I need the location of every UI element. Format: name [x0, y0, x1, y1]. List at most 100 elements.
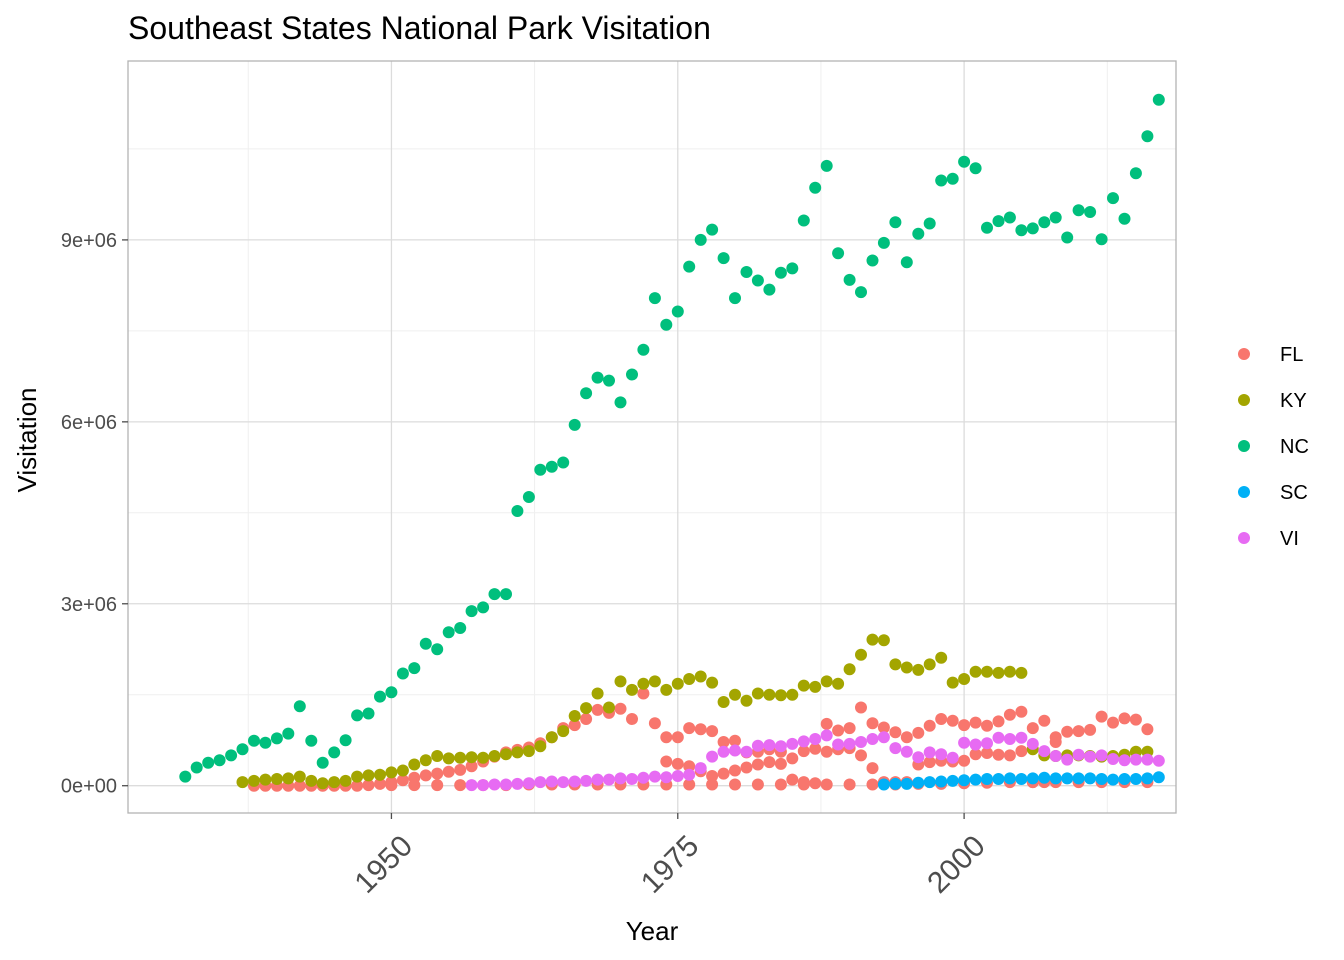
data-point	[660, 755, 673, 768]
y-tick-label: 3e+06	[61, 594, 117, 616]
data-point	[832, 738, 845, 751]
y-tick-label: 0e+00	[61, 776, 117, 798]
data-point	[671, 731, 684, 744]
data-point	[969, 665, 982, 678]
data-point	[522, 745, 535, 758]
data-point	[316, 756, 329, 769]
data-point	[683, 673, 696, 685]
data-point	[1107, 773, 1119, 786]
data-point	[729, 764, 741, 777]
data-point	[912, 776, 925, 789]
data-point	[900, 256, 913, 269]
data-point	[1072, 772, 1085, 785]
data-point	[442, 626, 455, 639]
data-point	[580, 774, 593, 787]
data-point	[339, 774, 352, 787]
data-point	[236, 743, 249, 756]
chart-title: Southeast States National Park Visitatio…	[128, 10, 711, 46]
data-point	[1072, 748, 1085, 761]
data-point	[751, 739, 764, 752]
data-point	[935, 775, 948, 788]
data-point	[740, 266, 753, 278]
legend-item-nc: NC	[1238, 436, 1309, 458]
data-point	[1129, 167, 1142, 180]
data-point	[419, 754, 432, 767]
data-point	[545, 460, 558, 473]
data-point	[866, 762, 879, 775]
data-point	[1118, 712, 1131, 725]
data-point	[545, 775, 558, 788]
data-point	[832, 724, 845, 737]
data-point	[855, 648, 867, 661]
data-point	[431, 643, 444, 656]
data-point	[293, 779, 306, 792]
data-point	[820, 675, 833, 688]
legend-item-fl: FL	[1238, 344, 1303, 366]
data-point	[396, 764, 409, 777]
data-point	[797, 214, 810, 227]
data-point	[809, 680, 822, 693]
data-point	[935, 748, 948, 761]
data-point	[1107, 192, 1119, 205]
panel-border	[127, 60, 1177, 814]
data-point	[832, 247, 845, 260]
data-point	[809, 733, 822, 745]
data-point	[843, 663, 856, 676]
data-point	[1084, 750, 1097, 763]
data-point	[1015, 745, 1028, 758]
data-point	[568, 418, 581, 431]
data-point	[637, 677, 650, 690]
data-point	[774, 778, 787, 791]
data-point	[626, 368, 638, 381]
data-point	[660, 318, 673, 331]
data-point	[1084, 772, 1097, 785]
data-point	[591, 687, 604, 700]
data-point	[843, 778, 856, 791]
series-vi	[465, 729, 1165, 792]
data-point	[259, 773, 272, 786]
data-point	[1015, 773, 1028, 785]
x-tick-label: 1950	[349, 829, 420, 900]
data-point	[568, 710, 581, 722]
data-point	[305, 734, 318, 747]
data-point	[820, 778, 833, 791]
data-point	[1026, 772, 1039, 785]
data-point	[465, 760, 478, 773]
data-point	[774, 757, 787, 770]
data-point	[843, 273, 856, 286]
data-point	[729, 292, 741, 305]
data-point	[603, 773, 615, 786]
data-point	[442, 765, 455, 778]
data-point	[431, 779, 444, 792]
data-point	[820, 729, 833, 742]
data-point	[1107, 753, 1119, 765]
data-point	[683, 760, 696, 773]
data-point	[774, 266, 787, 279]
data-point	[786, 752, 799, 765]
series-sc	[877, 771, 1165, 791]
data-point	[282, 727, 295, 740]
data-point	[236, 776, 249, 789]
data-point	[1049, 736, 1062, 748]
data-point	[946, 714, 959, 727]
data-point	[740, 745, 753, 758]
data-point	[259, 736, 272, 749]
data-point	[809, 777, 822, 790]
data-point	[374, 690, 386, 703]
grid	[128, 61, 1176, 813]
data-point	[637, 343, 650, 356]
data-point	[1049, 772, 1062, 785]
data-point	[981, 747, 993, 759]
data-point	[706, 770, 719, 782]
data-point	[889, 726, 902, 739]
data-point	[351, 709, 364, 722]
data-point	[1072, 204, 1085, 217]
data-point	[477, 601, 490, 614]
data-point	[1072, 725, 1085, 738]
legend: FL KY NC SC VI	[1238, 344, 1309, 550]
data-point	[820, 717, 833, 730]
data-point	[774, 689, 787, 702]
data-point	[351, 779, 364, 792]
data-point	[522, 491, 535, 503]
